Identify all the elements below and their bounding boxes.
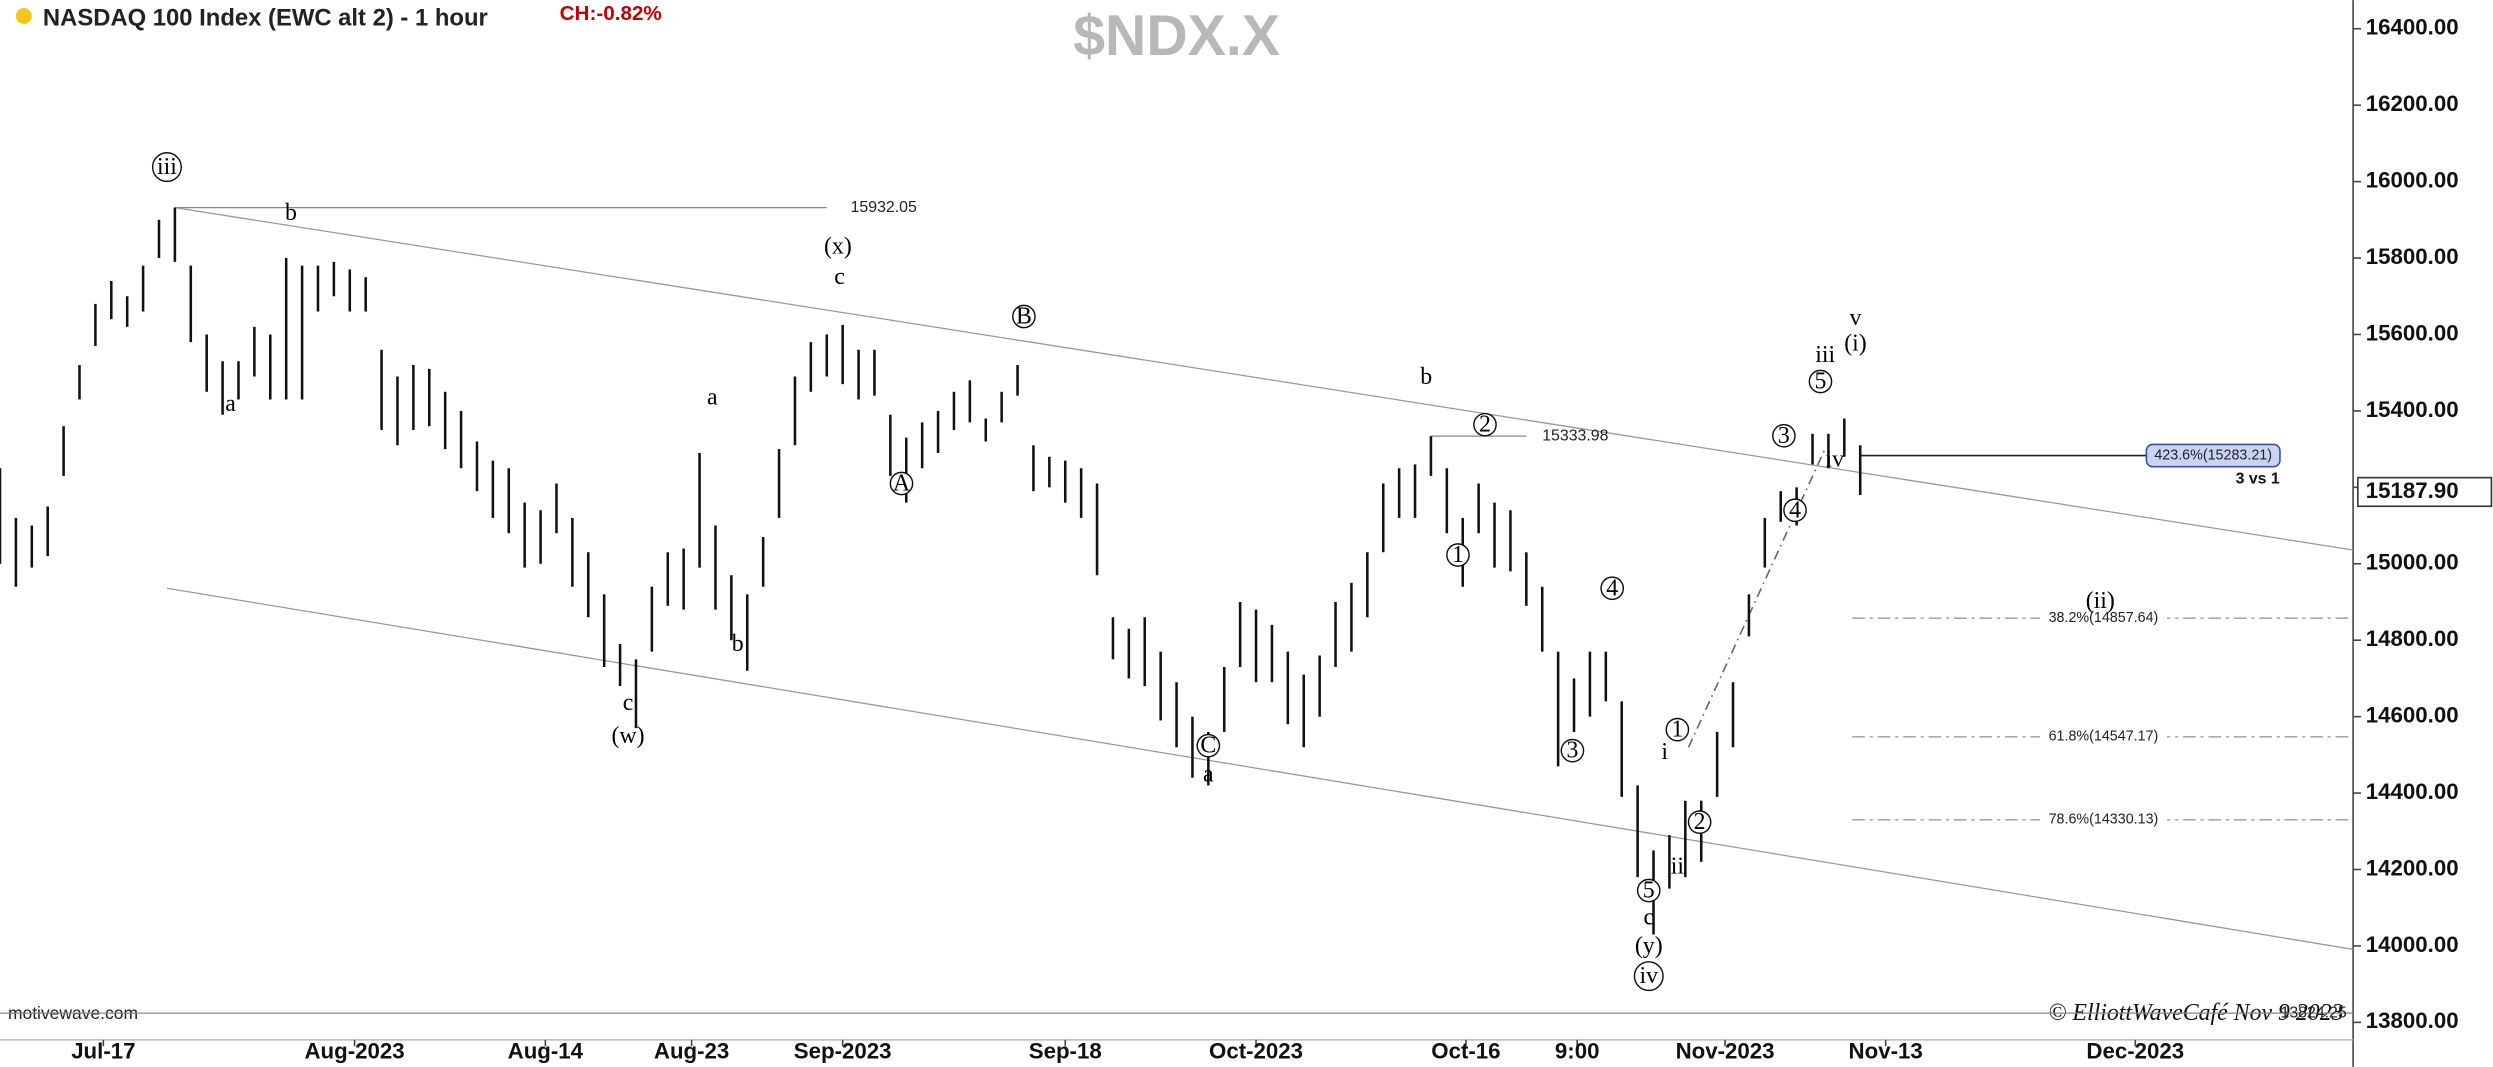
- wave-label: 2: [1479, 412, 1491, 438]
- wave-label: iv: [1639, 963, 1658, 989]
- wave-label: (w): [611, 723, 644, 749]
- wave-label-circle: [1196, 733, 1221, 758]
- x-tick-label: Oct-2023: [1209, 1038, 1303, 1063]
- channel-line: [174, 206, 2354, 551]
- wave-label: c: [834, 264, 845, 290]
- wave-label: i: [1661, 739, 1668, 765]
- wave-label-circle: [151, 152, 182, 183]
- wave-label: (ii): [2086, 588, 2115, 614]
- wave-label: 3: [1566, 738, 1578, 764]
- wave-label: 5: [1643, 878, 1655, 904]
- wave-label: 1: [1671, 717, 1683, 743]
- fib-label: 423.6%(15283.21): [2154, 447, 2272, 463]
- level-label: 13824.25: [2281, 1004, 2347, 1021]
- fib-label-bg: [2039, 810, 2168, 830]
- wave-label: a: [225, 391, 236, 417]
- status-dot: [15, 8, 32, 24]
- wave-label: (x): [824, 234, 852, 260]
- wave-label: a: [707, 385, 718, 411]
- wave-label-circle: [1600, 576, 1625, 601]
- y-tick-label: 16400.00: [2366, 15, 2459, 40]
- x-tick-label: Nov-2023: [1676, 1038, 1775, 1063]
- x-tick-label: Jul-17: [71, 1038, 135, 1063]
- wave-label-circle: [1687, 810, 1712, 834]
- wave-label: ii: [1671, 854, 1685, 880]
- y-tick-label: 15000.00: [2366, 550, 2459, 575]
- y-tick-label: 15600.00: [2366, 320, 2459, 345]
- wave-label: C: [1200, 733, 1216, 759]
- wave-label-circle: [1665, 717, 1690, 742]
- fib-label: 78.6%(14330.13): [2049, 812, 2159, 828]
- x-tick-label: Aug-23: [654, 1038, 729, 1063]
- wave-guide-line: [1687, 448, 1826, 748]
- change-label: CH:-0.82%: [560, 2, 662, 25]
- x-tick-label: Aug-14: [508, 1038, 584, 1063]
- last-price-label: 15187.90: [2366, 478, 2459, 503]
- fib-label-box: [2145, 443, 2281, 468]
- level-label: 15932.05: [851, 199, 917, 216]
- x-tick-label: Oct-16: [1431, 1038, 1500, 1063]
- x-tick-label: Dec-2023: [2086, 1038, 2184, 1063]
- wave-label-circle: [1473, 412, 1497, 437]
- wave-label: 5: [1815, 369, 1827, 395]
- x-tick-label: Sep-18: [1029, 1038, 1102, 1063]
- x-tick-label: 9:00: [1555, 1038, 1600, 1063]
- wave-label-circle: [1446, 543, 1470, 567]
- wave-label: c: [623, 690, 634, 716]
- y-tick-label: 13800.00: [2366, 1008, 2459, 1033]
- wave-label: b: [1420, 364, 1432, 390]
- fib-label: 61.8%(14547.17): [2049, 729, 2159, 745]
- wave-label-circle: [1772, 423, 1796, 448]
- wave-label: b: [732, 631, 744, 657]
- wave-label: (y): [1635, 933, 1663, 959]
- last-price-box: [2357, 476, 2493, 508]
- wave-label: 2: [1694, 809, 1706, 835]
- wave-label-circle: [1808, 369, 1833, 394]
- wave-label: 4: [1606, 575, 1618, 601]
- fib-label: 38.2%(14857.64): [2049, 610, 2159, 626]
- y-tick-label: 16200.00: [2366, 91, 2459, 116]
- fib-label-bg: [2039, 727, 2168, 747]
- note-label: 3 vs 1: [2236, 471, 2280, 488]
- wave-label: 1: [1452, 542, 1464, 568]
- y-tick-label: 14400.00: [2366, 779, 2459, 804]
- symbol-watermark: $NDX.X: [1073, 4, 1280, 68]
- wave-label-circle: [1012, 304, 1036, 329]
- wave-label: v: [1849, 305, 1861, 331]
- level-label: 15333.98: [1542, 427, 1608, 444]
- fib-label-bg: [2039, 608, 2168, 628]
- x-tick-label: Nov-13: [1849, 1038, 1923, 1063]
- y-tick-label: 15400.00: [2366, 397, 2459, 422]
- wave-label: 3: [1778, 423, 1790, 449]
- wave-label: A: [893, 471, 911, 497]
- wave-label: b: [285, 200, 297, 226]
- wave-label: 4: [1789, 497, 1801, 523]
- chart-title: NASDAQ 100 Index (EWC alt 2) - 1 hour: [43, 4, 488, 31]
- wave-label: (i): [1844, 331, 1867, 357]
- wave-label-circle: [1560, 738, 1585, 763]
- y-tick-label: 16000.00: [2366, 167, 2459, 192]
- wave-label: a: [1203, 761, 1214, 787]
- wave-label: B: [1016, 304, 1032, 330]
- y-tick-label: 14600.00: [2366, 703, 2459, 728]
- wave-label-circle: [1633, 961, 1664, 992]
- x-tick-label: Sep-2023: [794, 1038, 892, 1063]
- wave-label-circle: [889, 471, 914, 496]
- y-tick-label: 14000.00: [2366, 932, 2459, 957]
- y-tick-label: 14800.00: [2366, 626, 2459, 651]
- y-tick-label: 14200.00: [2366, 855, 2459, 880]
- wave-label-circle: [1783, 498, 1807, 523]
- wave-label: c: [1643, 904, 1654, 930]
- wave-label: iv: [1825, 447, 1844, 473]
- wave-label: iii: [157, 154, 177, 180]
- y-tick-label: 15800.00: [2366, 244, 2459, 269]
- wave-label: iii: [1815, 342, 1835, 368]
- wave-label-circle: [1636, 878, 1661, 903]
- channel-line: [166, 587, 2354, 951]
- x-tick-label: Aug-2023: [304, 1038, 404, 1063]
